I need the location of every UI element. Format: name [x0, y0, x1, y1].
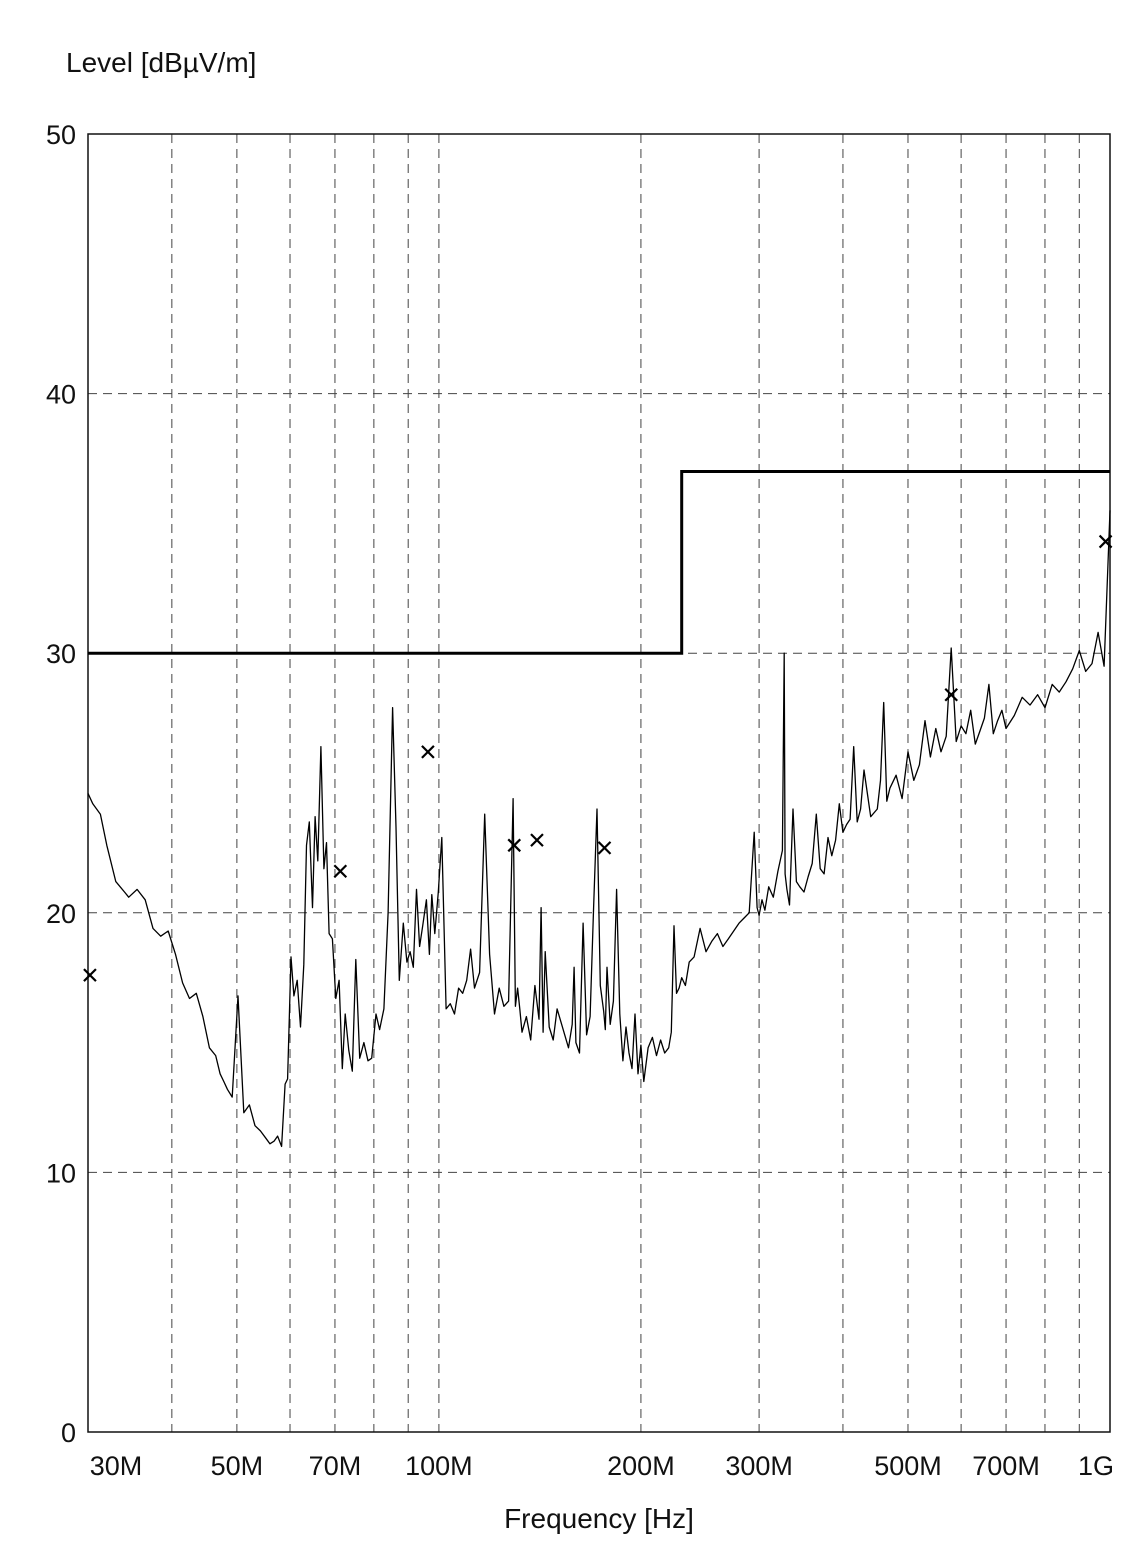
y-tick-label: 20 [46, 899, 76, 929]
x-tick-label: 500M [874, 1451, 942, 1481]
gridlines [88, 134, 1111, 1432]
peak-marker [83, 968, 97, 982]
y-tick-label: 30 [46, 639, 76, 669]
y-tick-label: 40 [46, 380, 76, 410]
x-tick-label: 100M [405, 1451, 473, 1481]
measurement-trace [87, 510, 1111, 1148]
limit-line [88, 470, 1110, 655]
x-tick-label: 50M [211, 1451, 264, 1481]
x-tick-label: 700M [972, 1451, 1040, 1481]
peak-markers [83, 534, 1113, 982]
y-axis-title: Level [dBµV/m] [66, 47, 256, 78]
peak-marker [421, 745, 435, 759]
x-tick-label: 1G [1078, 1451, 1114, 1481]
measurement-trace-layer [87, 510, 1111, 1148]
peak-marker [530, 833, 544, 847]
y-tick-label: 50 [46, 120, 76, 150]
peak-marker [597, 841, 612, 855]
x-axis-ticks: 30M 50M 70M 100M 200M 300M 500M 700M 1G [90, 1451, 1114, 1481]
x-tick-label: 200M [607, 1451, 675, 1481]
limit-line-layer [88, 470, 1110, 655]
x-tick-label: 70M [309, 1451, 362, 1481]
y-tick-label: 10 [46, 1158, 76, 1188]
y-axis-ticks: 0 10 20 30 40 50 [46, 120, 76, 1448]
x-tick-label: 30M [90, 1451, 143, 1481]
y-tick-label: 0 [61, 1418, 76, 1448]
peak-marker [507, 838, 522, 853]
peak-marker [333, 864, 348, 879]
plot-frame [87, 133, 1111, 1433]
x-axis-title: Frequency [Hz] [504, 1503, 694, 1534]
peak-marker [1098, 534, 1113, 549]
peak-marker [944, 687, 959, 702]
x-tick-label: 300M [725, 1451, 793, 1481]
